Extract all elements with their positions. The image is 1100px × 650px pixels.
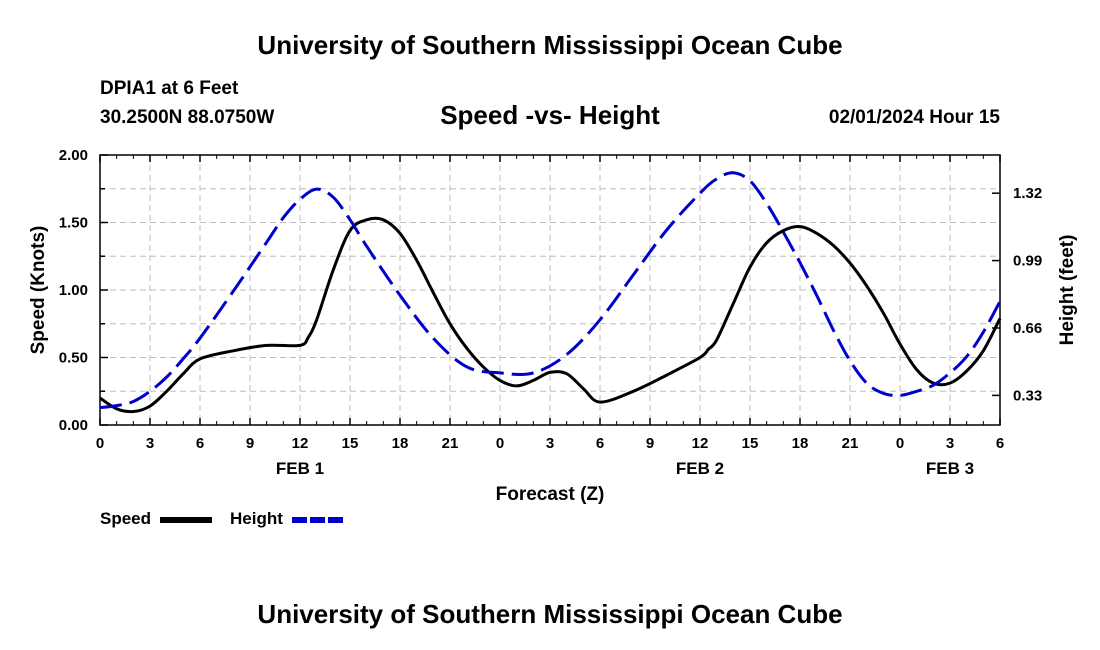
x-tick-label: 9 <box>646 435 654 452</box>
main-title: University of Southern Mississippi Ocean… <box>257 30 843 60</box>
station-label: DPIA1 at 6 Feet <box>100 78 239 99</box>
day-label: FEB 1 <box>276 459 324 478</box>
coordinates-label: 30.2500N 88.0750W <box>100 107 275 128</box>
x-tick-label: 15 <box>742 435 759 452</box>
y-tick-label: 1.50 <box>59 215 88 232</box>
y2-tick-label: 1.32 <box>1013 185 1042 202</box>
x-tick-label: 15 <box>342 435 359 452</box>
day-label: FEB 3 <box>926 459 974 478</box>
x-tick-label: 12 <box>292 435 309 452</box>
y-tick-label: 1.00 <box>59 282 88 299</box>
chart-subtitle: Speed -vs- Height <box>440 100 660 130</box>
x-tick-label: 21 <box>442 435 459 452</box>
x-tick-label: 0 <box>96 435 104 452</box>
x-tick-label: 3 <box>146 435 154 452</box>
x-tick-label: 3 <box>546 435 554 452</box>
x-tick-label: 6 <box>596 435 604 452</box>
x-tick-label: 3 <box>946 435 954 452</box>
x-tick-label: 0 <box>496 435 504 452</box>
x-tick-label: 18 <box>792 435 809 452</box>
x-tick-label: 12 <box>692 435 709 452</box>
y2-tick-label: 0.33 <box>1013 387 1042 404</box>
series-line-height <box>99 171 1002 410</box>
x-tick-label: 6 <box>196 435 204 452</box>
x-tick-label: 0 <box>896 435 904 452</box>
y-tick-label: 2.00 <box>59 147 88 164</box>
legend-speed-label: Speed <box>100 509 152 528</box>
y-tick-label: 0.00 <box>59 417 88 434</box>
y2-axis-title: Height (feet) <box>1057 235 1078 346</box>
day-label: FEB 2 <box>676 459 724 478</box>
x-tick-label: 6 <box>996 435 1004 452</box>
y2-tick-label: 0.66 <box>1013 320 1042 337</box>
x-tick-label: 21 <box>842 435 859 452</box>
y-axis-title: Speed (Knots) <box>28 226 49 355</box>
footer-title: University of Southern Mississippi Ocean… <box>257 599 843 629</box>
x-axis-title: Forecast (Z) <box>496 484 605 505</box>
y2-tick-label: 0.99 <box>1013 253 1042 270</box>
plot-frame <box>99 154 1001 426</box>
datetime-label: 02/01/2024 Hour 15 <box>828 107 1000 128</box>
x-tick-label: 9 <box>246 435 254 452</box>
y-tick-label: 0.50 <box>59 350 88 367</box>
x-tick-label: 18 <box>392 435 409 452</box>
series-line-speed <box>99 216 1002 414</box>
legend-height-label: Height <box>230 509 283 528</box>
